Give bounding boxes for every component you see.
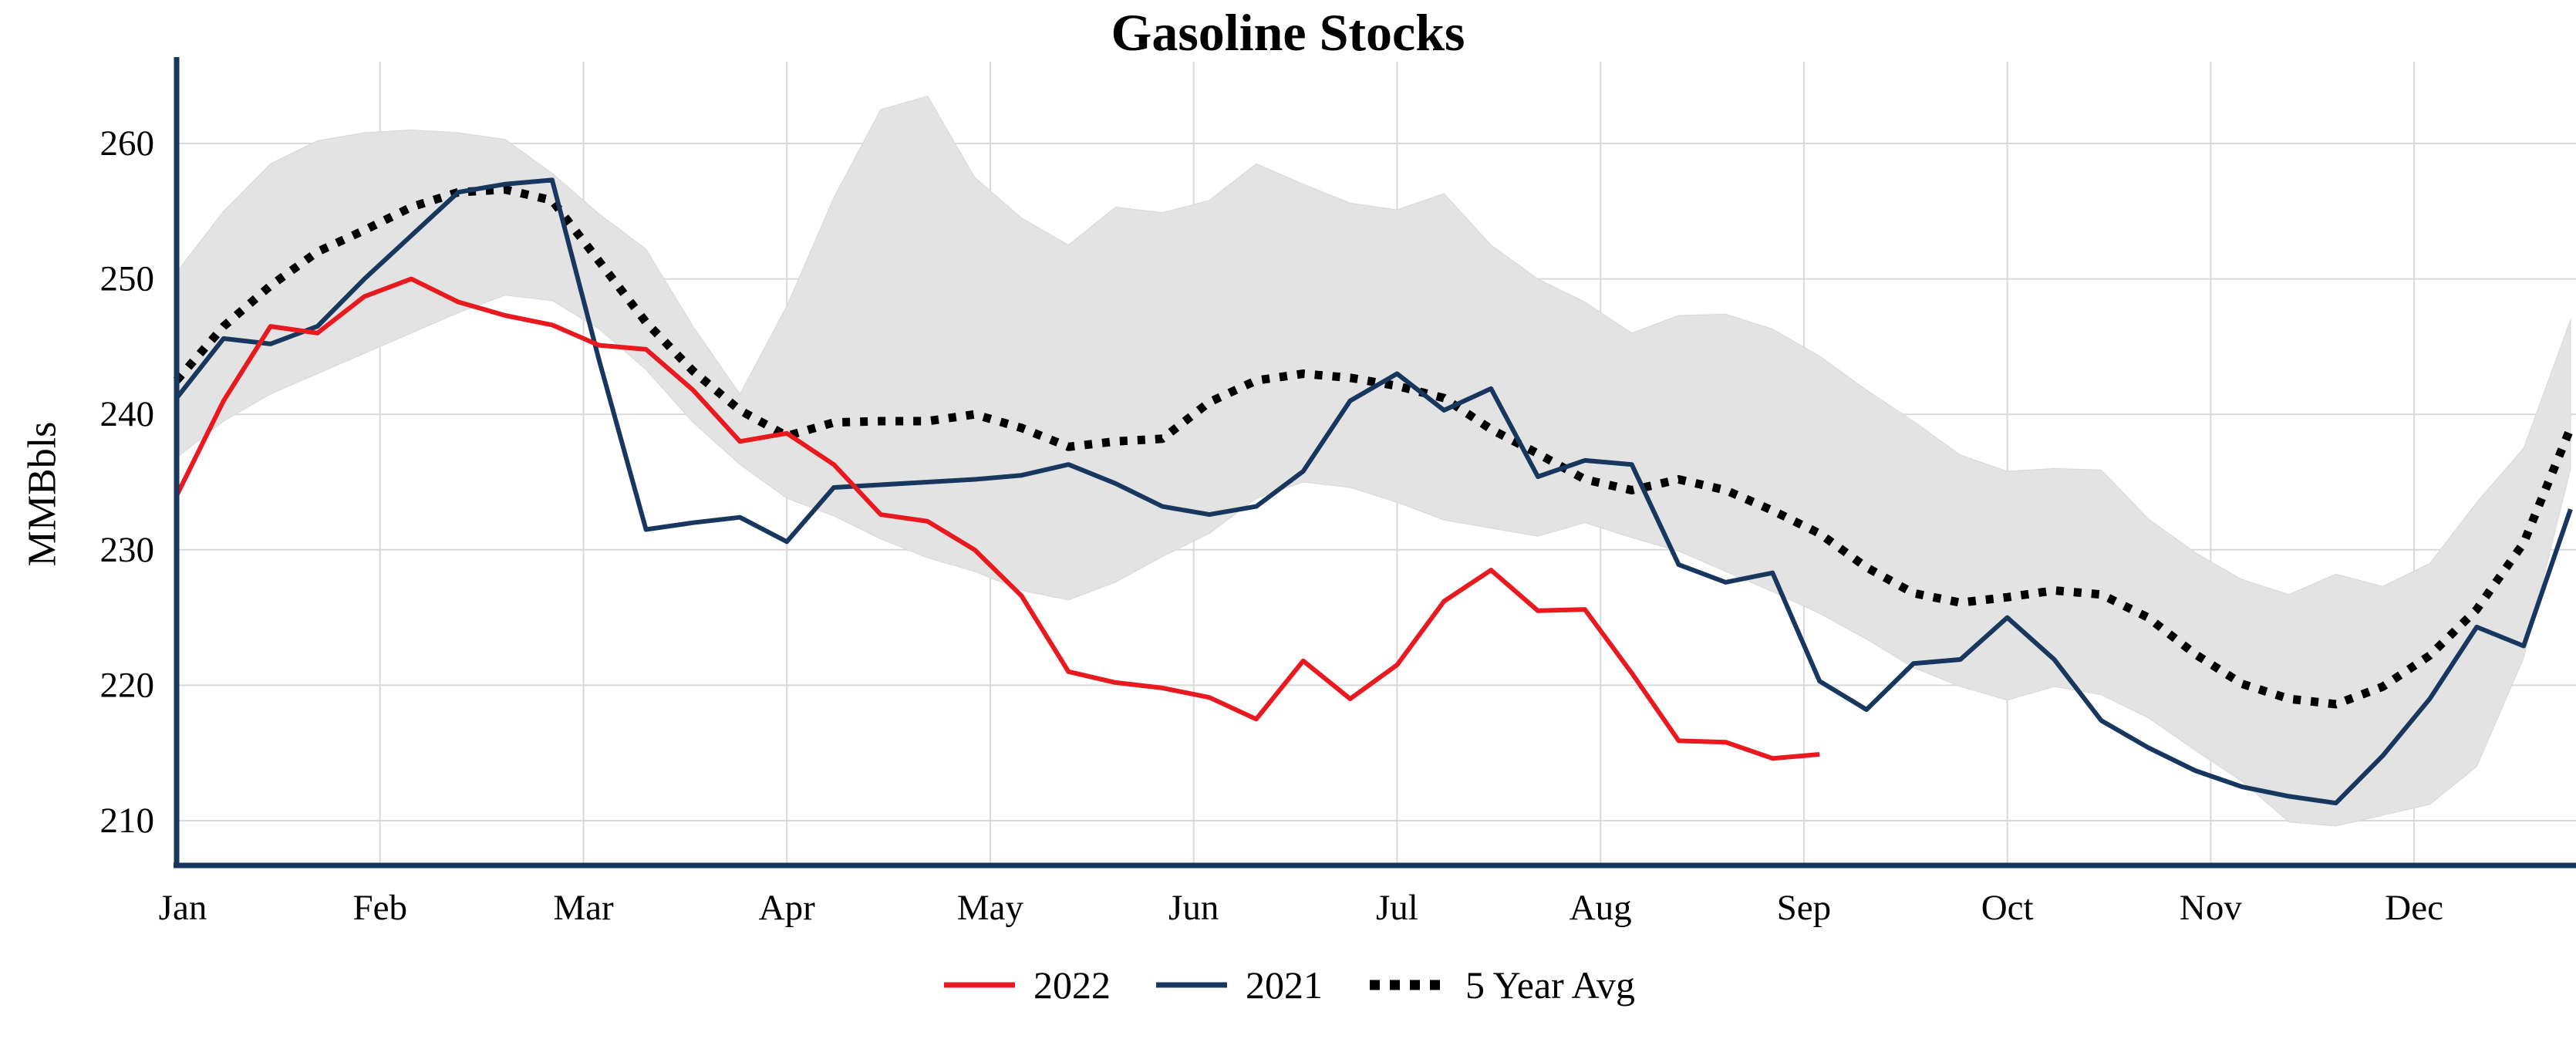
- legend-line-2021-icon: [1156, 982, 1228, 988]
- y-tick-label: 210: [100, 801, 155, 841]
- y-tick-label: 240: [100, 394, 155, 434]
- gasoline-stocks-line-chart: 210 220 230 240 250 260 Jan Feb Mar Apr May Jun Jul A…: [100, 57, 2576, 928]
- x-tick-label-jul: Jul: [1376, 888, 1418, 928]
- legend-item-2021: 2021: [1153, 963, 1323, 1007]
- x-tick-label-apr: Apr: [759, 888, 815, 928]
- y-tick-label: 220: [100, 665, 155, 705]
- y-tick-label: 230: [100, 530, 155, 570]
- legend-item-2022: 2022: [941, 963, 1111, 1007]
- x-tick-label-aug: Aug: [1570, 888, 1632, 928]
- x-tick-label-dec: Dec: [2385, 888, 2443, 928]
- x-tick-label-oct: Oct: [1981, 888, 2034, 928]
- x-tick-label-nov: Nov: [2180, 888, 2242, 928]
- x-tick-label-mar: Mar: [553, 888, 614, 928]
- legend-dotted-5yr-avg-icon: [1370, 980, 1448, 990]
- legend-label-2022: 2022: [1033, 963, 1111, 1007]
- legend-item-5-year-avg: 5 Year Avg: [1365, 963, 1635, 1007]
- legend-label-2021: 2021: [1246, 963, 1323, 1007]
- chart-title: Gasoline Stocks: [1111, 3, 1465, 62]
- y-tick-label: 250: [100, 259, 155, 299]
- legend: 2022 2021 5 Year Avg: [0, 963, 2576, 1007]
- x-tick-label-jun: Jun: [1168, 888, 1219, 928]
- x-tick-label-jan: Jan: [159, 888, 207, 928]
- x-tick-label-feb: Feb: [352, 888, 407, 928]
- x-tick-label-may: May: [957, 888, 1024, 928]
- legend-line-2022-icon: [944, 982, 1016, 988]
- y-tick-label: 260: [100, 123, 155, 164]
- legend-label-5-year-avg: 5 Year Avg: [1465, 963, 1635, 1007]
- x-tick-label-sep: Sep: [1777, 888, 1832, 928]
